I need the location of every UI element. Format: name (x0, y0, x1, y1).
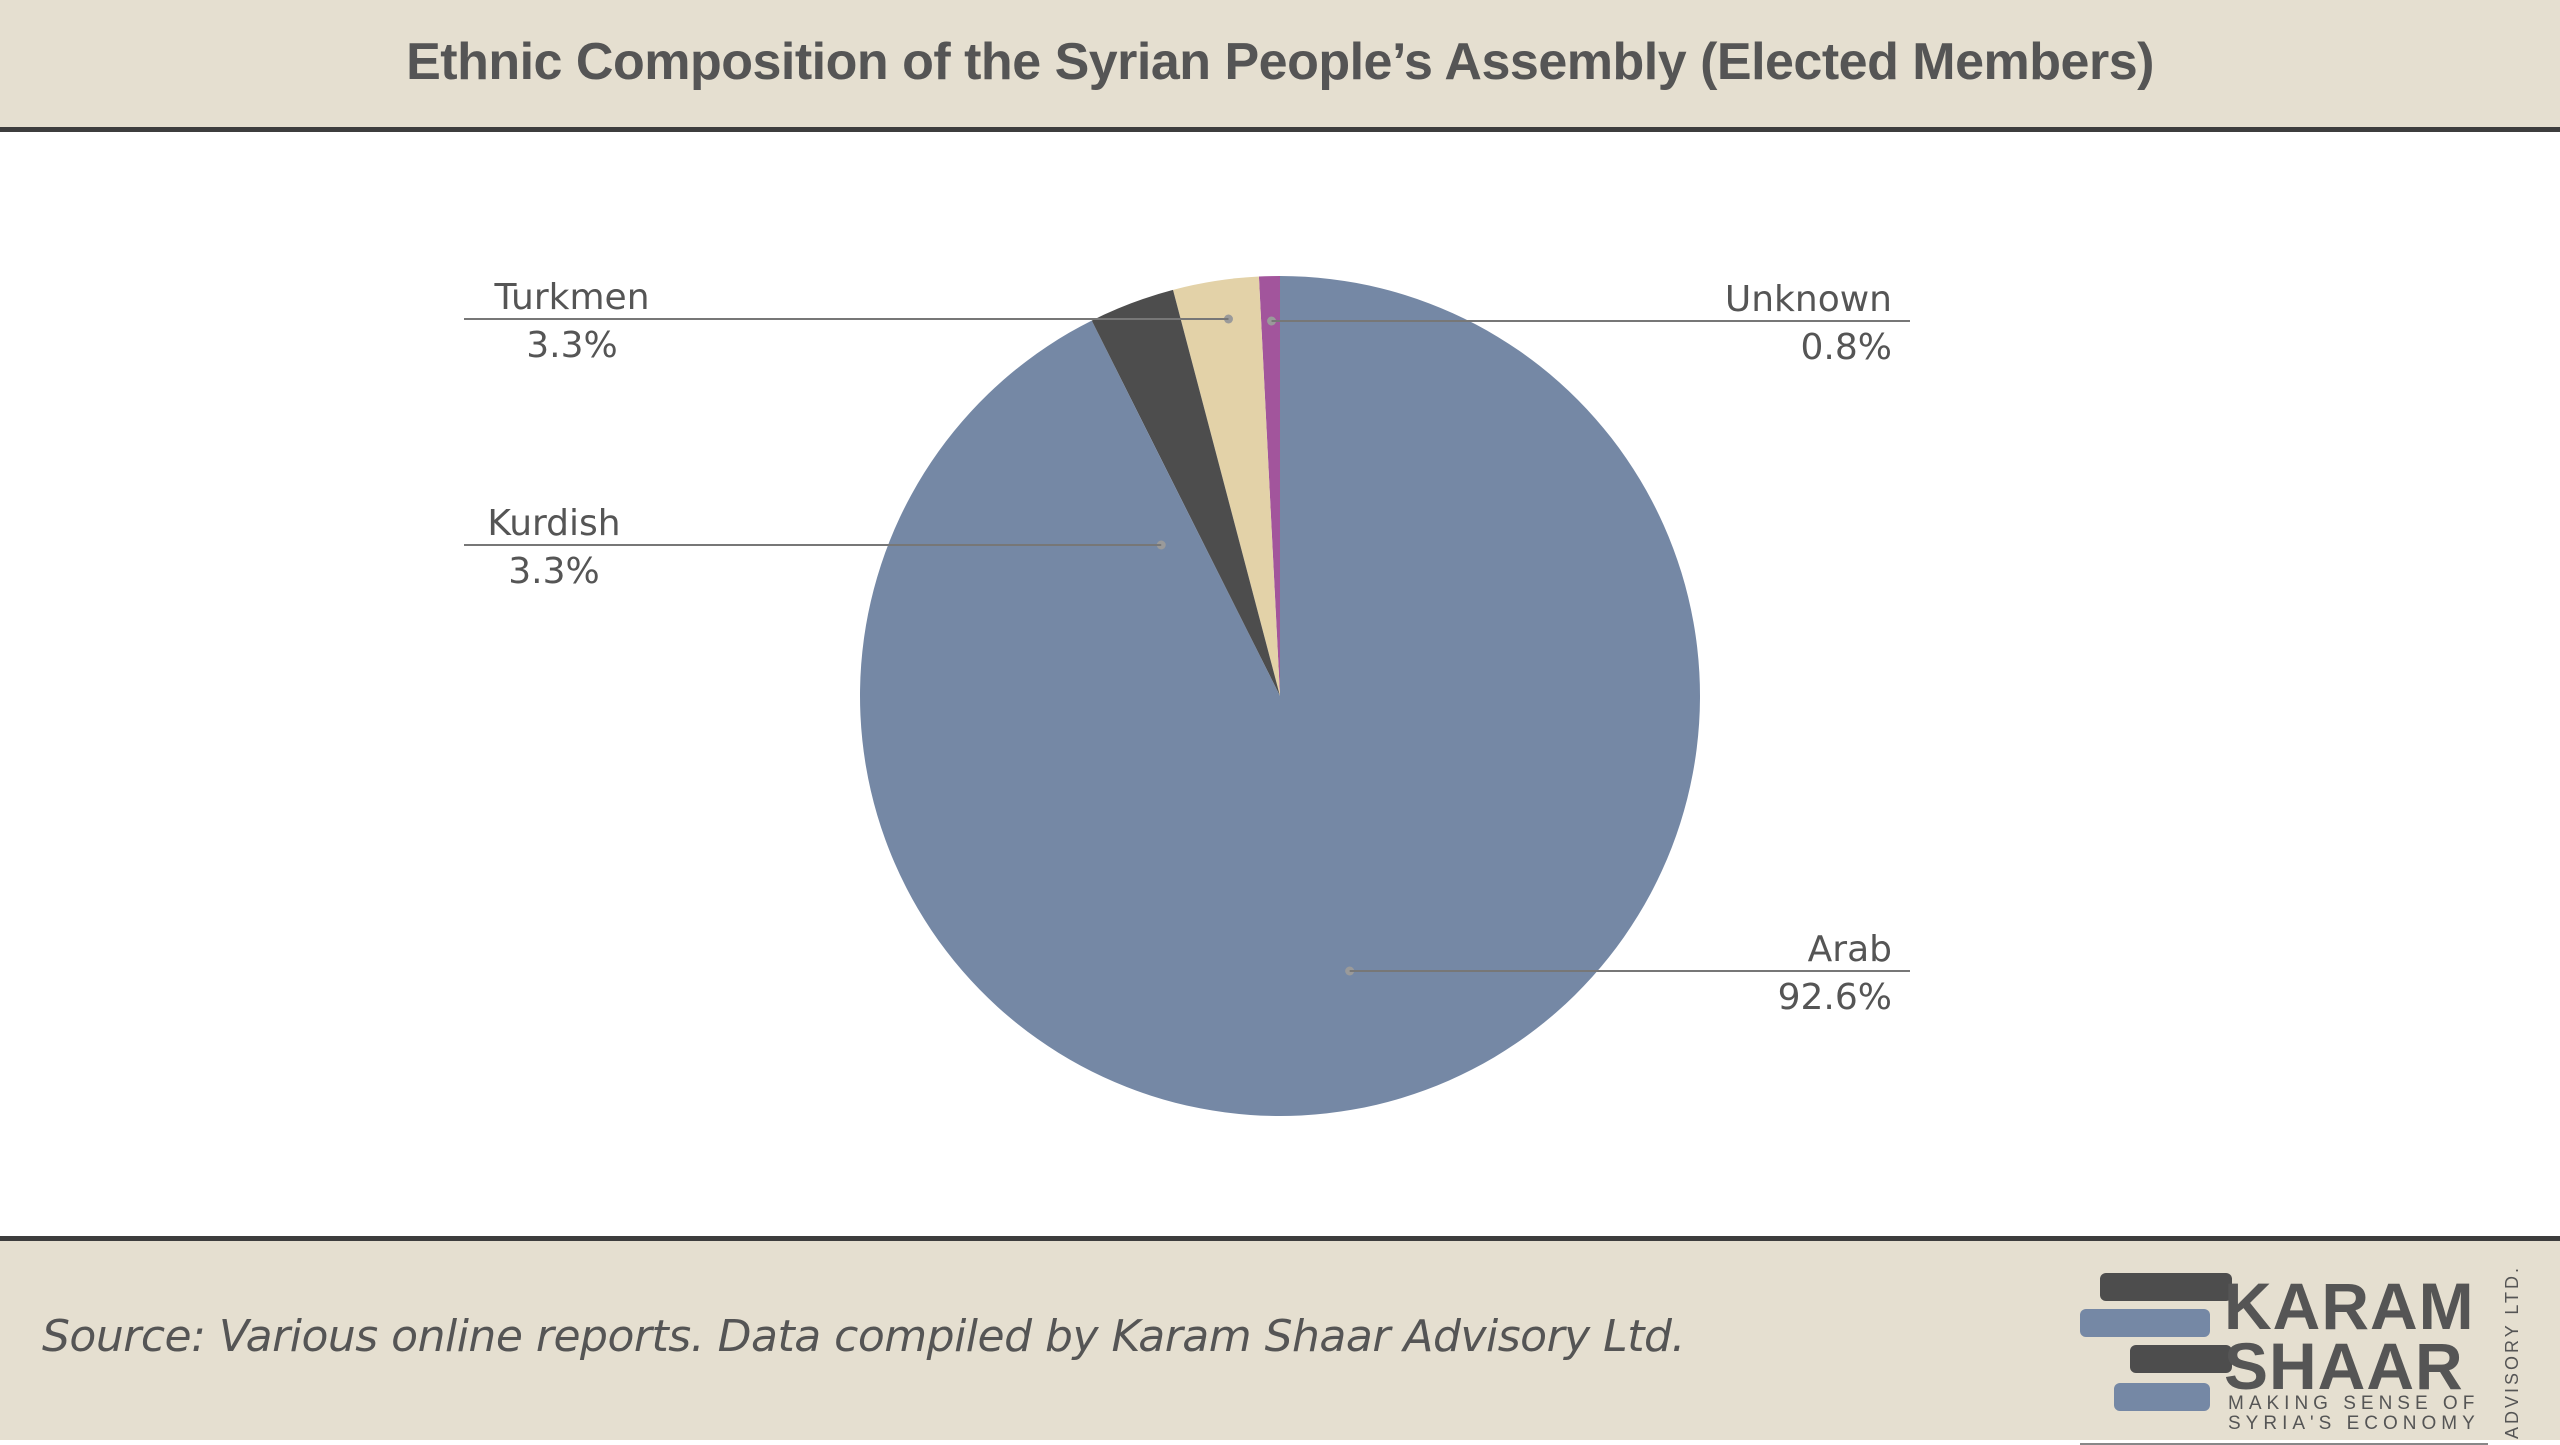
slice-value-arab: 92.6% (1778, 977, 1892, 1018)
karam-shaar-logo: KARAM SHAAR MAKING SENSE OF SYRIA'S ECON… (2078, 1265, 2538, 1445)
pie-slice-kurdish (1091, 289, 1280, 696)
pie-slice-unknown (1258, 276, 1280, 696)
slice-label-arab: Arab (1808, 929, 1892, 970)
logo-word-karam: KARAM (2224, 1269, 2475, 1343)
slice-label-unknown: Unknown (1725, 279, 1892, 320)
leader-lines (464, 314, 1910, 976)
slice-value-kurdish: 3.3% (508, 551, 599, 592)
logo-tagline-2: SYRIA'S ECONOMY (2228, 1413, 2480, 1434)
footer-bar: Source: Various online reports. Data com… (0, 1236, 2560, 1445)
pie-chart: Unknown 0.8% Turkmen 3.3% Kurdish 3.3% Arab 92.… (464, 276, 1910, 1116)
logo-bar-1 (2100, 1273, 2232, 1301)
logo-tagline-1: MAKING SENSE OF (2228, 1393, 2480, 1414)
chart-area: Unknown 0.8% Turkmen 3.3% Kurdish 3.3% Arab 92.… (0, 132, 2560, 1236)
source-note: Source: Various online reports. Data com… (42, 1311, 1685, 1362)
slice-value-unknown: 0.8% (1801, 327, 1892, 368)
slice-label-turkmen: Turkmen (493, 277, 649, 318)
slice-labels: Unknown 0.8% Turkmen 3.3% Kurdish 3.3% Arab 92.… (487, 277, 1892, 1018)
logo-vertical-text: ADVISORY LTD. (2502, 1264, 2522, 1439)
slice-value-turkmen: 3.3% (526, 325, 617, 366)
pie-slice-arab (860, 276, 1701, 1116)
logo-word-shaar: SHAAR (2224, 1329, 2464, 1403)
slice-label-kurdish: Kurdish (487, 503, 620, 544)
logo-bar-2 (2080, 1309, 2210, 1337)
pie-slices (860, 276, 1701, 1116)
chart-title: Ethnic Composition of the Syrian People’… (406, 32, 2154, 91)
logo-bar-3 (2130, 1345, 2232, 1373)
header-bar: Ethnic Composition of the Syrian People’… (0, 0, 2560, 132)
pie-slice-turkmen (1172, 276, 1280, 696)
logo-bar-4 (2114, 1383, 2210, 1411)
